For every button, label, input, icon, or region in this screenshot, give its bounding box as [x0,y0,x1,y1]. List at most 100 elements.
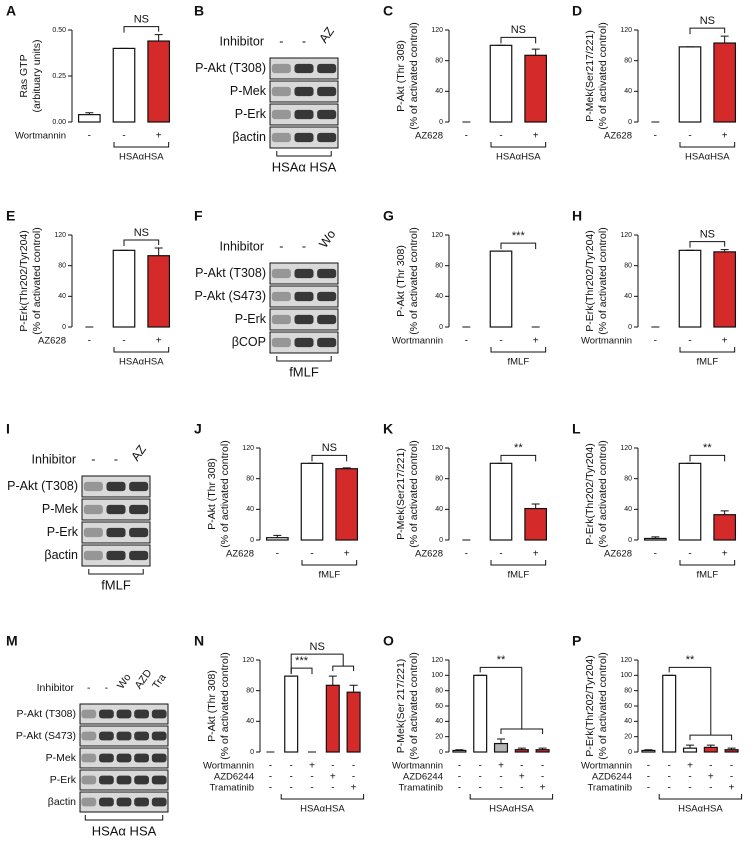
condition-sign: - [290,783,293,794]
y-tick-label: 80 [435,476,443,483]
group-bracket [84,815,164,821]
y-tick-label: 80 [624,476,632,483]
condition-sign: - [709,761,712,772]
panel-letter: J [194,421,202,437]
condition-sign: - [688,772,691,783]
error-bar [720,35,729,44]
group-label: fMLF [289,364,319,379]
row-label: βactin [48,796,76,808]
sig-label: NS [134,14,149,26]
condition-sign: - [647,761,650,772]
group-label: HSAαHSA [685,152,730,163]
y-tick-label: 40 [246,506,254,513]
bar [265,537,289,541]
blot-band [317,268,337,279]
error-bar [517,747,526,750]
y-tick-label: 120 [431,657,443,664]
row-label: P-Akt (S473) [194,289,266,303]
y-axis-label: (% of activated control) [408,652,420,759]
error-bar [273,534,282,538]
blot-band [129,527,149,538]
error-bar [154,34,163,42]
panel-letter: D [572,3,582,19]
condition-sign: - [520,761,523,772]
bar [489,250,513,328]
panel-letter: G [383,208,394,224]
condition-sign: - [122,336,125,347]
condition-label: Tramatinib [398,783,443,794]
blot-band [294,314,314,325]
condition-sign: - [479,761,482,772]
condition-sign: - [310,772,313,783]
condition-label: Wortmannin [581,336,632,347]
condition-sign: - [730,761,733,772]
sig-label: NS [700,228,715,240]
bar [112,249,136,328]
group-bracket [490,347,547,353]
lane-label: - [105,682,109,694]
condition-sign: + [156,131,162,142]
y-tick-label: 120 [620,232,632,239]
row-label: P-Erk [50,774,77,786]
condition-sign: - [88,336,91,347]
condition-sign: - [654,549,657,560]
sig-label: NS [322,442,337,454]
bar [473,674,488,753]
y-tick-label: 80 [246,476,254,483]
condition-sign: - [290,772,293,783]
y-tick-label: 80 [624,58,632,65]
group-label: fMLF [697,570,719,581]
panel-letter: N [194,633,204,649]
blot-band [81,731,97,741]
condition-sign: + [722,336,728,347]
blot-band [116,709,132,719]
bar [713,42,737,123]
error-bar [720,510,729,515]
chart-panel: C P-Akt (Thr 308) (% of activated control)… [383,3,548,163]
blot-band [294,86,314,97]
group-label: HSAα HSA [272,159,337,174]
condition-sign: - [541,761,544,772]
row-label: P-Akt (T308) [195,266,266,280]
y-tick-label: 100 [431,672,443,679]
group-label: fMLF [508,357,530,368]
condition-label: Wortmannin [581,761,632,772]
row-label: βactin [232,130,266,144]
panel-letter: E [6,208,15,224]
blot-band [271,337,291,348]
blot-band [317,291,337,302]
condition-sign: + [722,131,728,142]
blot-band [271,291,291,302]
error-bar [154,247,163,256]
y-tick-label: 40 [624,293,632,300]
condition-sign: - [465,549,468,560]
bar [112,47,136,123]
blot-band [106,481,126,492]
condition-sign: - [479,772,482,783]
y-tick-label: 80 [624,263,632,270]
y-tick-label: 0 [250,537,254,544]
y-tick-label: 0 [628,749,632,756]
y-tick-label: 0.50 [52,27,66,34]
row-label: βactin [44,548,78,562]
sig-bracket [479,666,522,673]
y-tick-label: 0.25 [52,73,66,80]
blot-band [99,731,114,741]
row-label: P-Akt (T308) [7,479,78,493]
group-bracket [658,794,743,800]
condition-sign: - [647,783,650,794]
condition-label: AZ628 [38,336,66,347]
bar [335,468,359,541]
error-bar [342,467,351,469]
y-tick-label: 80 [246,688,254,695]
lane-label: - [279,239,283,253]
blot-band [134,753,149,763]
bar [535,749,550,753]
row-label: P-Akt (T308) [195,61,266,75]
group-bracket [280,794,365,800]
y-tick-label: 40 [58,293,66,300]
inhibitor-label: Inhibitor [220,34,264,48]
inhibitor-label: Inhibitor [37,682,75,694]
error-bar [85,112,94,115]
condition-sign: - [276,549,279,560]
